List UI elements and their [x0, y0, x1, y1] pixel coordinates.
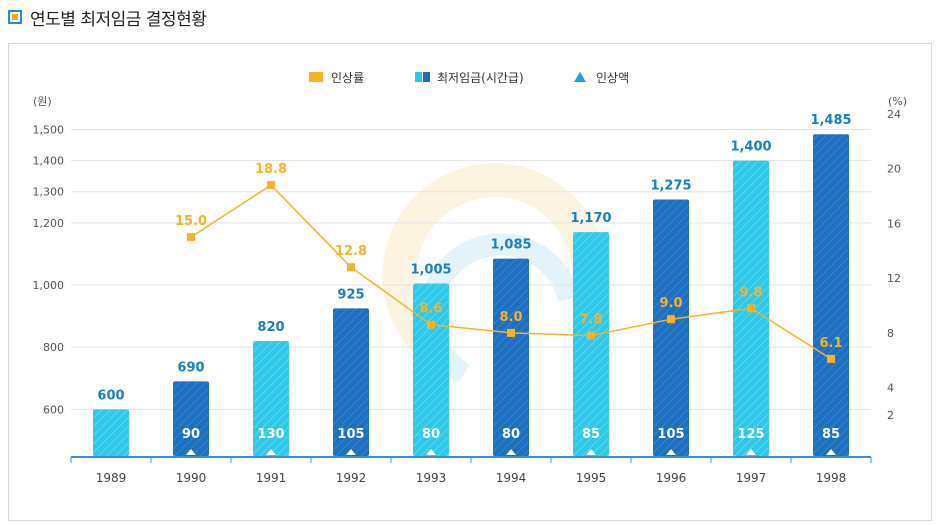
rate-value-label: 8.0 [499, 310, 522, 325]
legend-bar-icon-light [415, 72, 422, 82]
legend-label: 최저임금(시간급) [437, 71, 524, 85]
title-square-icon [8, 10, 22, 24]
x-tick-label: 1991 [256, 471, 287, 485]
left-axis-unit: (원) [33, 95, 52, 108]
rate-point-1990 [187, 233, 195, 242]
bar-1995 [573, 232, 609, 456]
bar-1994 [493, 258, 529, 456]
page-title-row: 연도별 최저임금 결정현황 [8, 6, 207, 30]
x-tick-label: 1992 [336, 471, 367, 485]
bar-1996 [653, 199, 689, 456]
bar-1998 [813, 134, 849, 456]
legend-label: 인상률 [331, 71, 364, 85]
right-tick-label: 12 [887, 272, 901, 285]
right-tick-label: 8 [887, 327, 894, 340]
page-title: 연도별 최저임금 결정현황 [30, 9, 207, 30]
right-axis-unit: (%) [888, 95, 907, 108]
rate-value-label: 8.6 [419, 302, 442, 317]
bar-value-label: 1,170 [570, 211, 611, 226]
bar-value-label: 1,400 [730, 140, 771, 155]
increase-triangle-marker [186, 449, 196, 455]
legend-rate-icon [309, 72, 323, 82]
chart-panel: 600 800 1,000 1,200 1,300 1,400 1,500 (원) 2 4 8 12… [8, 43, 932, 521]
left-tick-label: 600 [43, 403, 64, 416]
rate-point-1995 [587, 331, 595, 340]
x-tick-label: 1998 [816, 471, 847, 485]
bar-value-label: 690 [177, 360, 204, 375]
increase-amount-label: 105 [337, 427, 364, 442]
rate-point-1992 [347, 263, 355, 272]
left-tick-label: 1,400 [33, 155, 65, 168]
bar-value-label: 1,085 [490, 238, 531, 253]
bar-1991 [253, 340, 289, 456]
legend-triangle-icon [574, 72, 586, 82]
rate-value-label: 7.8 [579, 313, 602, 328]
legend-label: 인상액 [596, 71, 629, 85]
bar-1990 [173, 381, 209, 456]
increase-triangle-marker [666, 449, 676, 455]
increase-amount-label: 80 [502, 427, 520, 442]
rate-value-label: 15.0 [175, 214, 207, 229]
x-tick-label: 1995 [576, 471, 607, 485]
bar-value-label: 1,485 [810, 113, 851, 128]
increase-amount-label: 85 [822, 427, 840, 442]
increase-triangle-marker [426, 449, 436, 455]
increase-amount-label: 105 [657, 427, 684, 442]
rate-value-label: 18.8 [255, 162, 287, 177]
bar-value-label: 1,005 [410, 262, 451, 277]
rate-value-label: 12.8 [335, 244, 367, 259]
bar-1993 [413, 283, 449, 456]
rate-value-label: 9.8 [739, 285, 762, 300]
increase-triangle-marker [506, 449, 516, 455]
rate-point-1998 [827, 354, 835, 363]
increase-amount-label: 125 [737, 427, 764, 442]
rate-point-1991 [267, 181, 275, 190]
x-tick-label: 1997 [736, 471, 767, 485]
x-tick-label: 1994 [496, 471, 527, 485]
bar-1989 [93, 409, 129, 456]
rate-point-1996 [667, 315, 675, 324]
right-tick-label: 16 [887, 217, 901, 230]
x-tick-label: 1990 [176, 471, 207, 485]
x-tick-label: 1996 [656, 471, 687, 485]
bar-value-label: 925 [337, 287, 364, 302]
bar-value-label: 600 [97, 388, 124, 403]
increase-amount-label: 80 [422, 427, 440, 442]
legend-bar-icon-dark [423, 72, 430, 82]
increase-triangle-marker [746, 449, 756, 455]
bar-value-label: 820 [257, 320, 284, 335]
increase-amount-label: 85 [582, 427, 600, 442]
right-tick-label: 4 [887, 382, 894, 395]
rate-point-1997 [747, 304, 755, 313]
right-tick-label: 2 [887, 409, 894, 422]
increase-triangle-marker [266, 449, 276, 455]
left-tick-label: 1,500 [33, 124, 65, 137]
increase-amount-label: 90 [182, 427, 200, 442]
increase-triangle-marker [586, 449, 596, 455]
right-tick-label: 24 [887, 108, 901, 121]
increase-amount-label: 130 [257, 427, 284, 442]
rate-value-label: 6.1 [819, 336, 842, 351]
left-tick-label: 800 [43, 341, 64, 354]
bar-1992 [333, 308, 369, 456]
x-tick-label: 1989 [96, 471, 127, 485]
left-tick-label: 1,200 [33, 217, 65, 230]
rate-value-label: 9.0 [659, 296, 682, 311]
increase-triangle-marker [826, 449, 836, 455]
increase-triangle-marker [346, 449, 356, 455]
rate-point-1993 [427, 320, 435, 329]
x-tick-label: 1993 [416, 471, 447, 485]
bar-value-label: 1,275 [650, 179, 691, 194]
left-tick-label: 1,300 [33, 186, 65, 199]
left-tick-label: 1,000 [33, 279, 65, 292]
right-tick-label: 20 [887, 163, 901, 176]
rate-point-1994 [507, 328, 515, 337]
